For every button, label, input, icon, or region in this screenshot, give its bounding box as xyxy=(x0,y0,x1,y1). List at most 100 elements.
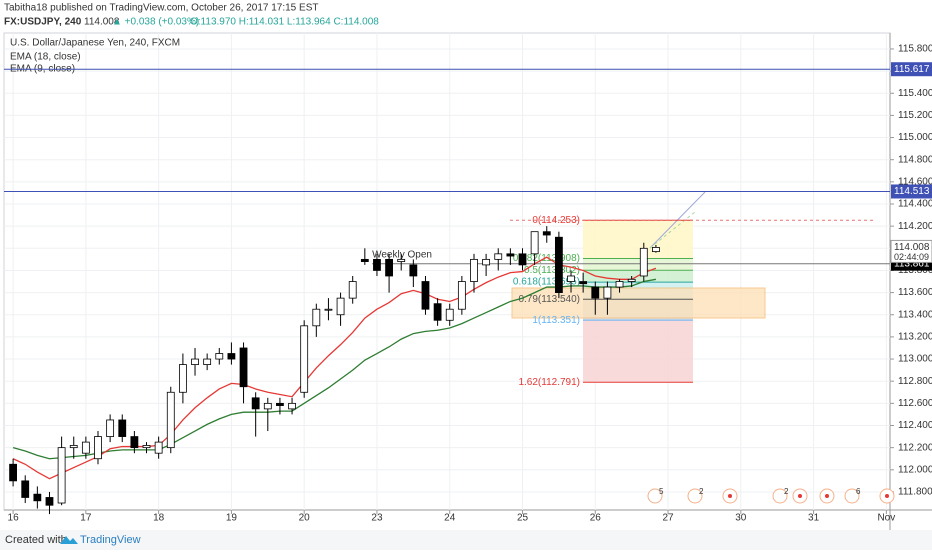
candle-body xyxy=(494,253,503,260)
y-tick-label: 112.600 xyxy=(898,398,932,409)
change: ▲ +0.038 (+0.03%) xyxy=(112,17,199,28)
candle-body xyxy=(81,441,90,454)
candle-body xyxy=(154,441,163,454)
countdown: 02:44:09 xyxy=(894,252,929,262)
y-tick-label: 113.400 xyxy=(898,309,932,320)
event-icon xyxy=(772,488,788,504)
x-tick-label: 23 xyxy=(371,513,383,524)
candle-body xyxy=(263,402,272,410)
candle-body xyxy=(530,231,539,255)
y-tick-label: 114.400 xyxy=(898,199,932,210)
candle-body xyxy=(518,253,527,266)
y-tick-label: 113.600 xyxy=(898,287,932,298)
candle-body xyxy=(276,402,284,406)
orange-zone xyxy=(511,287,766,319)
event-dot xyxy=(885,494,889,498)
x-tick-label: 31 xyxy=(808,513,820,524)
candle-body xyxy=(118,419,127,437)
price-tag-label: 114.513 xyxy=(894,186,930,197)
candle-body xyxy=(457,281,466,310)
candle-body xyxy=(542,231,551,236)
candle-body xyxy=(336,297,345,316)
event-dot xyxy=(728,494,732,498)
candle-body xyxy=(360,258,369,262)
candle-body xyxy=(627,278,636,282)
footer-bar xyxy=(0,530,932,550)
price-tag xyxy=(891,184,932,199)
candle-body xyxy=(433,303,442,321)
candle-body xyxy=(215,353,224,360)
candle-body xyxy=(21,480,30,498)
event-dot xyxy=(798,494,802,498)
footer-created: Created with xyxy=(5,534,67,546)
x-tick-label: 19 xyxy=(226,513,238,524)
candle-body xyxy=(69,445,78,449)
x-tick-label: 24 xyxy=(444,513,456,524)
candle-body xyxy=(312,308,321,327)
legend-title: U.S. Dollar/Japanese Yen, 240, FXCM xyxy=(10,38,180,49)
fib-label: 1.62(112.791) xyxy=(518,377,580,388)
candle-body xyxy=(567,275,575,282)
candle-body xyxy=(33,493,42,502)
candle-body xyxy=(166,391,175,449)
candle-body xyxy=(191,358,199,365)
footer-brand: TradingView xyxy=(80,534,141,546)
y-tick-label: 115.000 xyxy=(898,132,932,143)
fib-zone xyxy=(583,320,693,383)
fib-label: 0.382(113.908) xyxy=(513,253,580,264)
y-tick-label: 115.800 xyxy=(898,44,932,55)
event-icon xyxy=(647,488,663,504)
candle-body xyxy=(94,436,102,460)
candle-body xyxy=(239,347,248,388)
x-tick-label: Nov xyxy=(877,513,895,524)
event-count: 5 xyxy=(659,487,664,496)
candle-body xyxy=(142,445,151,449)
y-tick-label: 113.000 xyxy=(898,354,932,365)
candle-body xyxy=(300,325,309,393)
y-tick-label: 112.400 xyxy=(898,420,932,431)
y-tick-label: 114.600 xyxy=(898,176,932,187)
candle-body xyxy=(397,258,406,262)
candle-body xyxy=(203,358,212,365)
candle-body xyxy=(639,247,648,277)
candle-body xyxy=(603,286,612,299)
publisher: Tabitha18 published on TradingView.com, … xyxy=(4,3,318,14)
last-price-tag xyxy=(890,239,932,263)
candle-body xyxy=(470,258,478,282)
x-tick-label: 25 xyxy=(517,513,529,524)
x-tick-label: 27 xyxy=(662,513,674,524)
x-tick-label: 17 xyxy=(80,513,92,524)
candle-body xyxy=(652,247,660,253)
fib-label: 1(113.351) xyxy=(532,315,580,326)
x-tick-label: 18 xyxy=(153,513,165,524)
fib-zone xyxy=(583,258,693,271)
y-tick-label: 112.200 xyxy=(898,442,932,453)
event-icon xyxy=(844,488,860,504)
candle-body xyxy=(591,286,600,299)
candle-body xyxy=(348,281,357,299)
event-count: 2 xyxy=(784,487,789,496)
x-tick-label: 30 xyxy=(735,513,747,524)
candle-body xyxy=(9,463,17,482)
ema-line xyxy=(12,256,657,480)
price-tag xyxy=(891,62,932,77)
event-count: 6 xyxy=(856,487,861,496)
candle-body xyxy=(324,308,333,311)
candle-body xyxy=(445,308,454,321)
candle-body xyxy=(57,447,66,504)
event-icon xyxy=(687,488,703,504)
price-tag-label: 115.617 xyxy=(894,64,930,75)
candle-body xyxy=(227,353,236,360)
candle-body xyxy=(45,497,54,506)
candle-body xyxy=(421,281,430,310)
fib-label: 0.618(113.695) xyxy=(513,277,580,288)
candle-body xyxy=(506,253,515,257)
x-tick-label: 20 xyxy=(299,513,311,524)
x-tick-label: 16 xyxy=(8,513,20,524)
event-dot xyxy=(825,494,829,498)
candle-body xyxy=(482,258,491,266)
candle-body xyxy=(251,397,260,410)
candle-body xyxy=(579,281,588,285)
fib-label: 0(114.253) xyxy=(532,215,580,226)
